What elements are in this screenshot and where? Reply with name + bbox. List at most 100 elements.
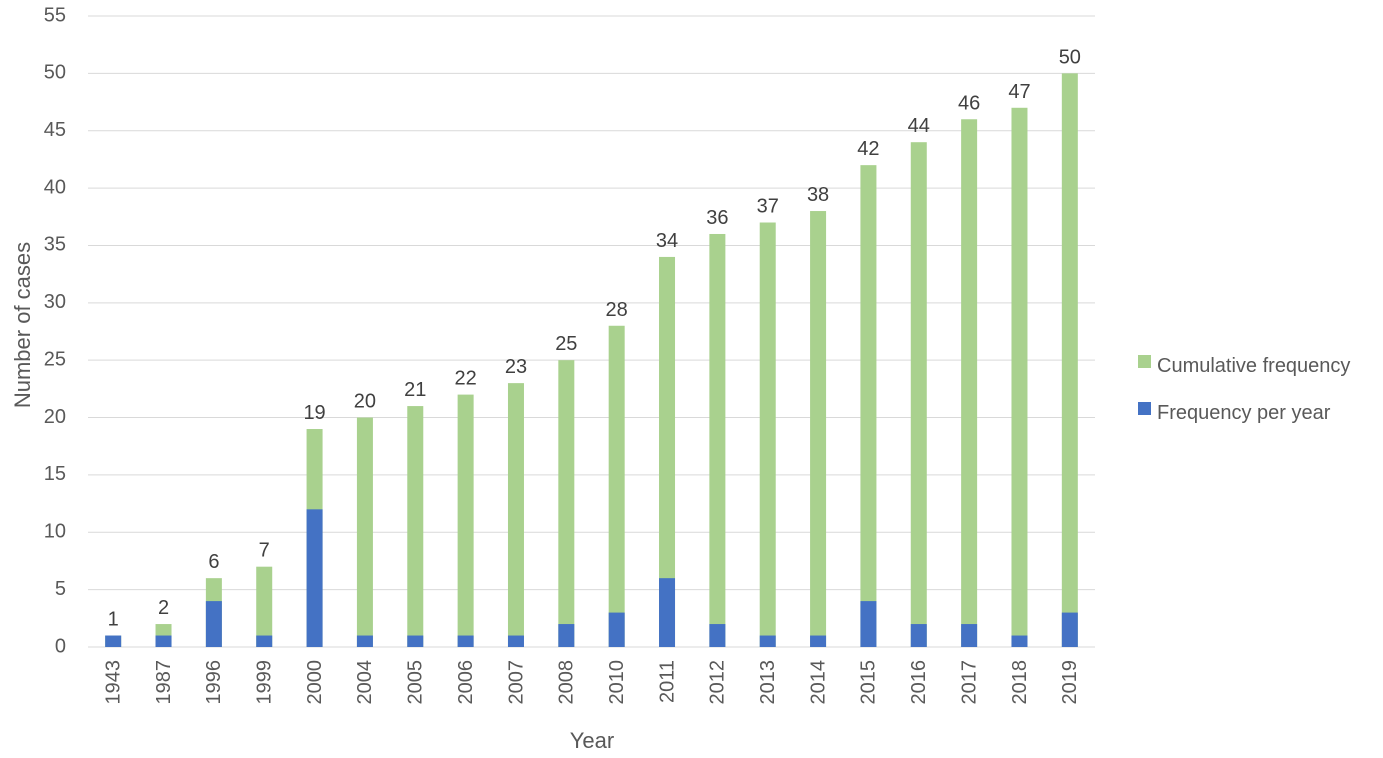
y-tick-label: 15	[44, 463, 66, 485]
data-label: 44	[908, 115, 930, 137]
data-label: 50	[1059, 46, 1081, 68]
bar-cumulative	[608, 325, 625, 647]
y-tick-label: 25	[44, 348, 66, 370]
x-tick-label: 2005	[405, 660, 427, 705]
bar-per-year	[457, 635, 474, 647]
x-tick-label: 2019	[1059, 660, 1081, 705]
bar-cumulative	[759, 222, 776, 647]
x-tick-label: 1943	[102, 660, 124, 705]
bar-cumulative	[507, 383, 524, 647]
bar-cumulative	[407, 406, 424, 647]
data-label: 47	[1008, 81, 1030, 103]
x-tick-label: 2018	[1009, 660, 1031, 705]
bar-per-year	[961, 624, 978, 647]
y-tick-label: 40	[44, 176, 66, 198]
data-label: 46	[958, 92, 980, 114]
bar-cumulative	[659, 256, 676, 647]
y-tick-label: 50	[44, 62, 66, 84]
x-tick-label: 2016	[908, 660, 930, 705]
legend-label-cumulative: Cumulative frequency	[1157, 355, 1350, 377]
bar-per-year	[910, 624, 927, 647]
bar-per-year	[810, 635, 827, 647]
bar-cumulative	[709, 233, 726, 647]
x-tick-label: 2004	[354, 660, 376, 705]
x-tick-label: 2008	[556, 660, 578, 705]
x-tick-label: 1999	[254, 660, 276, 705]
bar-cumulative	[810, 211, 827, 647]
y-axis-title: Number of cases	[10, 242, 35, 408]
bar-per-year	[709, 624, 726, 647]
x-tick-label: 1987	[153, 660, 175, 705]
data-label: 22	[455, 368, 477, 390]
data-label: 37	[757, 196, 779, 218]
bar-cumulative	[356, 417, 373, 647]
x-tick-label: 2017	[958, 660, 980, 705]
y-tick-label: 5	[55, 578, 66, 600]
data-label: 20	[354, 391, 376, 413]
bar-cumulative	[256, 566, 273, 647]
bar-per-year	[558, 624, 575, 647]
x-tick-label: 2013	[757, 660, 779, 705]
bar-per-year	[356, 635, 373, 647]
bar-per-year	[205, 601, 222, 647]
y-tick-label: 0	[55, 635, 66, 657]
bar-cumulative	[961, 119, 978, 648]
bar-per-year	[860, 601, 877, 647]
x-axis-ticks: 1943 1987 1996 1999 2000 2004 2005 2006 2007 2008…	[102, 660, 1081, 705]
data-label: 34	[656, 230, 678, 252]
bar-cumulative	[558, 360, 575, 647]
data-label: 36	[706, 207, 728, 229]
data-label: 1	[108, 609, 119, 631]
bar-cumulative	[910, 142, 927, 647]
data-label: 25	[555, 333, 577, 355]
bar-per-year	[105, 635, 122, 647]
data-label: 23	[505, 356, 527, 378]
bar-per-year	[659, 578, 676, 647]
x-axis-title: Year	[570, 728, 614, 753]
y-tick-label: 35	[44, 234, 66, 256]
x-tick-label: 2007	[505, 660, 527, 705]
data-label: 21	[404, 379, 426, 401]
data-label: 28	[606, 299, 628, 321]
y-tick-label: 10	[44, 521, 66, 543]
bar-per-year	[407, 635, 424, 647]
x-tick-label: 2015	[858, 660, 880, 705]
bar-per-year	[608, 612, 625, 647]
data-label: 6	[208, 551, 219, 573]
data-label: 38	[807, 184, 829, 206]
bar-per-year	[759, 635, 776, 647]
x-tick-label: 2014	[807, 660, 829, 705]
bar-per-year	[1061, 612, 1078, 647]
bar-cumulative	[860, 165, 877, 648]
bar-per-year	[306, 509, 323, 647]
x-tick-label: 2012	[707, 660, 729, 705]
bar-per-year	[256, 635, 273, 647]
legend-swatch-cumulative	[1138, 355, 1151, 368]
gridlines	[88, 15, 1095, 648]
bar-cumulative	[457, 394, 474, 647]
bar-cumulative	[1011, 107, 1028, 648]
y-tick-label: 45	[44, 119, 66, 141]
x-tick-label: 1996	[203, 660, 225, 705]
x-tick-label: 2000	[304, 660, 326, 705]
x-tick-label: 2010	[606, 660, 628, 705]
data-labels: 1 2 6 7 19 20 21 22 23 25 28 34 36 37 38 42 44 46 47 50	[108, 46, 1081, 630]
y-tick-label: 20	[44, 406, 66, 428]
data-label: 2	[158, 597, 169, 619]
bar-cumulative	[1061, 73, 1078, 647]
y-tick-label: 55	[44, 4, 66, 26]
y-tick-label: 30	[44, 291, 66, 313]
data-label: 42	[857, 138, 879, 160]
legend: Cumulative frequency Frequency per year	[1138, 355, 1350, 424]
data-label: 7	[259, 540, 270, 562]
data-label: 19	[303, 402, 325, 424]
x-tick-label: 2011	[656, 660, 678, 703]
y-axis-ticks: 0 5 10 15 20 25 30 35 40 45 50 55	[44, 4, 66, 657]
bar-per-year	[1011, 635, 1028, 647]
bars	[105, 73, 1078, 648]
x-tick-label: 2006	[455, 660, 477, 705]
legend-label-per-year: Frequency per year	[1157, 402, 1331, 424]
bar-per-year	[507, 635, 524, 647]
bar-per-year	[155, 635, 172, 647]
